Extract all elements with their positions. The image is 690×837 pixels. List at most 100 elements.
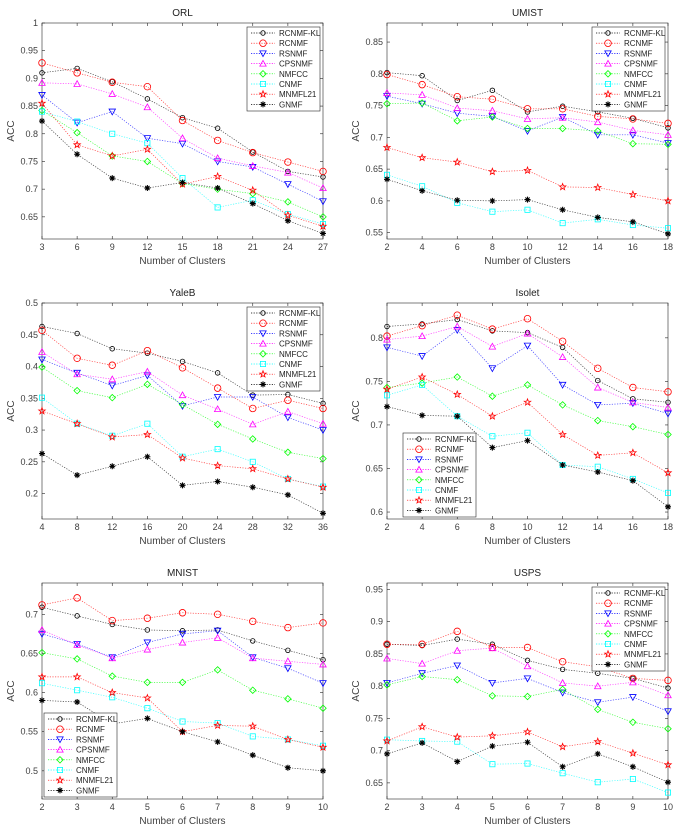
legend-label: RSNMF (624, 49, 653, 58)
data-point (664, 691, 672, 699)
data-point (523, 727, 532, 736)
data-point (593, 416, 602, 425)
y-tick-label: 0.8 (370, 681, 383, 691)
legend-marker-icon (605, 101, 611, 108)
legend-label: CPSNMF (279, 60, 313, 69)
data-point (523, 105, 532, 113)
data-point (558, 401, 567, 409)
x-tick-label: 18 (663, 522, 673, 532)
data-point (628, 694, 637, 702)
data-point (559, 462, 566, 468)
data-point (664, 403, 672, 411)
data-point (382, 384, 392, 393)
data-point (418, 640, 426, 648)
series-line (41, 410, 324, 488)
data-point (107, 151, 117, 160)
data-point (489, 87, 496, 94)
data-point (319, 660, 327, 668)
data-point (488, 365, 497, 373)
data-point (143, 380, 152, 389)
legend-label: RCNMF-KL (76, 715, 118, 724)
data-point (559, 666, 566, 673)
data-point (593, 450, 603, 460)
y-tick-label: 0.75 (365, 101, 383, 111)
legend-marker-icon (603, 649, 613, 658)
data-point (383, 681, 391, 689)
data-point (178, 453, 187, 462)
x-tick-label: 12 (142, 242, 152, 252)
data-point (383, 93, 391, 101)
series-line (41, 397, 324, 487)
data-point (665, 125, 671, 131)
data-point (417, 153, 427, 162)
x-tick-label: 8 (250, 802, 255, 812)
series-line (386, 319, 669, 403)
legend-marker-icon (260, 381, 266, 388)
series-cpsnmf (383, 322, 672, 411)
series-line (386, 376, 669, 435)
data-point (283, 474, 293, 483)
data-point (107, 432, 117, 441)
data-point (214, 370, 221, 376)
subplot-usps: USPS Number of Clusters ACC 2 3 4 5 6 7 8 9 10 0.65 0… (351, 568, 673, 827)
y-tick-label: 0.9 (25, 73, 38, 83)
subplot-umist: UMIST Number of Clusters ACC 2 4 6 8 10 12 14 16 18… (351, 8, 673, 267)
data-point (179, 718, 186, 725)
legend-label: RCNMF (76, 725, 105, 734)
legend-marker-icon (604, 610, 612, 618)
data-point (453, 117, 462, 125)
data-point (108, 108, 117, 116)
x-tick-label: 16 (142, 522, 152, 532)
data-point (143, 144, 152, 153)
data-point (285, 647, 291, 654)
legend-marker-icon (57, 766, 64, 773)
data-point (144, 715, 151, 722)
data-point (419, 321, 425, 327)
data-point (630, 675, 636, 682)
legend-marker-icon (259, 339, 267, 347)
data-point (283, 657, 292, 665)
data-point (109, 621, 115, 628)
data-point (593, 705, 602, 714)
data-point (453, 373, 462, 381)
legend-marker-icon (605, 661, 611, 668)
x-tick-label: 6 (455, 522, 460, 532)
legend-box (591, 586, 666, 672)
x-tick-label: 8 (490, 242, 495, 252)
data-point (284, 695, 292, 703)
data-point (37, 672, 47, 681)
y-tick-label: 0.5 (25, 298, 38, 308)
data-point (249, 484, 256, 491)
legend-label: MNMFL21 (624, 90, 662, 99)
data-point (213, 394, 222, 402)
y-tick-label: 0.55 (365, 228, 383, 238)
data-point (249, 752, 256, 759)
data-point (558, 352, 567, 360)
legend-entry: RSNMF (251, 49, 308, 58)
y-tick-label: 0.7 (370, 420, 383, 430)
x-tick-label: 7 (215, 802, 220, 812)
data-point (143, 678, 152, 687)
legend-entry: RCNMF-KL (251, 29, 321, 38)
series-gnmf (39, 118, 326, 237)
data-point (384, 641, 390, 647)
series-gnmf (384, 176, 671, 237)
x-tick-label: 18 (213, 242, 223, 252)
data-point (319, 619, 327, 627)
legend-entry: MNMFL21 (48, 775, 114, 785)
data-point (73, 640, 82, 648)
x-tick-label: 8 (490, 522, 495, 532)
data-point (74, 698, 81, 705)
legend-entry: RCNMF-KL (596, 589, 666, 598)
series-line (41, 68, 324, 178)
legend-label: GNMF (624, 660, 648, 669)
series-line (386, 741, 669, 783)
data-point (523, 662, 532, 670)
x-tick-label: 3 (39, 242, 44, 252)
data-point (248, 654, 257, 662)
data-point (664, 225, 671, 232)
data-point (593, 401, 602, 409)
